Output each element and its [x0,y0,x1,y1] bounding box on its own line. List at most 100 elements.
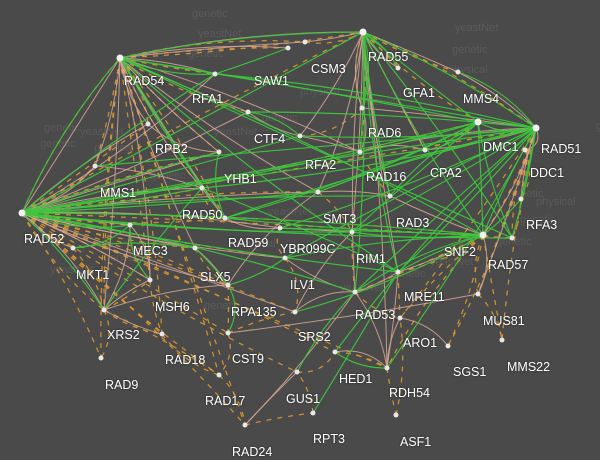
graph-node-rad55[interactable] [359,28,367,36]
edge-yeastnet [362,31,479,123]
graph-node-xrs2[interactable] [101,307,107,313]
node-label-ddc1: DDC1 [530,166,565,180]
graph-node-asf1[interactable] [393,412,399,418]
edge-yeastnet [201,127,537,189]
graph-node-rad3[interactable] [387,193,393,199]
node-label-rad16: RAD16 [366,170,407,184]
graph-node-rpa135[interactable] [225,282,231,288]
edge-physical [21,212,286,259]
graph-node-mms4[interactable] [455,69,461,75]
graph-node-cpa2[interactable] [422,147,428,153]
graph-node-ilv1[interactable] [282,255,288,261]
graph-node-sgs1[interactable] [445,343,451,349]
graph-node-rad16[interactable] [357,149,363,155]
graph-node-rad59[interactable] [222,215,228,221]
edge-genetic [482,234,503,341]
graph-node-slx5[interactable] [192,245,198,251]
node-label-rad52: RAD52 [24,232,65,246]
graph-node-rad9[interactable] [98,355,104,361]
edge-yeastnet [21,195,391,214]
graph-node-gfa1[interactable] [395,65,401,71]
node-label-rad24: RAD24 [232,445,273,459]
edge-physical [354,291,388,369]
graph-node-rad24[interactable] [242,422,248,428]
edge-physical [351,31,364,233]
graph-node-mkt1[interactable] [70,245,76,251]
graph-node-mms22[interactable] [499,337,505,343]
edge-physical [457,71,537,129]
edge-yeastnet [397,127,537,273]
graph-node-rad51[interactable] [532,124,540,132]
edge-yeastnet [201,187,399,273]
graph-node-cst9[interactable] [225,330,231,336]
edge-yeastnet [21,57,121,214]
graph-node-smt3[interactable] [315,189,321,195]
graph-node-saw1[interactable] [285,45,291,51]
graph-node-rpb2[interactable] [145,121,151,127]
graph-node-rad18[interactable] [159,331,165,337]
graph-node-ybr099c[interactable] [277,225,283,231]
graph-node-rad50[interactable] [199,185,205,191]
graph-node-rpt3[interactable] [310,410,316,416]
graph-node-dmc1[interactable] [474,118,482,126]
edge-genetic [119,57,226,219]
edge-yeastnet [424,121,479,151]
graph-node-rfa2[interactable] [297,133,303,139]
graph-node-ddc1[interactable] [522,147,528,153]
edge-yeastnet [294,234,484,313]
edge-genetic [395,317,404,416]
graph-node-mre11[interactable] [395,269,401,275]
edge-physical [21,212,105,311]
graph-node-srs2[interactable] [292,309,298,315]
graph-node-rad57[interactable] [509,235,515,241]
graph-node-rad6[interactable] [359,105,365,111]
edge-genetic [362,31,459,73]
graph-node-rfa1[interactable] [212,71,218,77]
graph-node-yhb1[interactable] [216,149,222,155]
node-label-cpa2: CPA2 [430,166,462,180]
graph-node-rim1[interactable] [349,229,355,235]
graph-node-hed1[interactable] [332,349,338,355]
edge-genetic [386,234,484,369]
graph-node-ctf4[interactable] [245,109,251,115]
node-label-rad54: RAD54 [124,74,165,88]
edge-physical [399,317,449,347]
edge-yeastnet [351,127,537,233]
graph-node-msh6[interactable] [147,277,153,283]
edge-yeastnet [457,71,537,129]
edge-yeastnet [21,212,399,273]
graph-node-rad17[interactable] [216,372,222,378]
edge-physical [119,57,220,153]
graph-node-gus1[interactable] [294,369,300,375]
edge-yeastnet [21,151,220,214]
edge-genetic [103,309,220,376]
edge-genetic [21,212,102,359]
edge-physical [94,57,121,167]
graph-node-mms1[interactable] [92,163,98,169]
edge-yeastnet [359,121,479,153]
graph-node-aro1[interactable] [397,315,403,321]
edge-physical [129,224,151,281]
edge-genetic [227,311,296,334]
node-label-rad3: RAD3 [396,216,430,230]
graph-node-rad54[interactable] [116,54,124,62]
edge-yeastnet [21,212,226,219]
edge-physical [103,57,121,311]
edge-genetic [359,151,391,197]
graph-node-rfa3[interactable] [518,196,524,202]
edge-yeastnet [21,73,216,214]
edge-physical [354,271,399,293]
node-label-rim1: RIM1 [356,252,386,266]
graph-node-snf2[interactable] [479,231,487,239]
graph-node-mec3[interactable] [127,222,133,228]
edge-genetic [474,234,484,295]
graph-node-mus81[interactable] [475,291,481,297]
graph-node-csm3[interactable] [302,39,308,45]
graph-node-rdh54[interactable] [384,365,390,371]
graph-node-rad52[interactable] [18,209,26,217]
graph-node-rad53[interactable] [352,289,358,295]
edge-genetic [296,351,336,373]
